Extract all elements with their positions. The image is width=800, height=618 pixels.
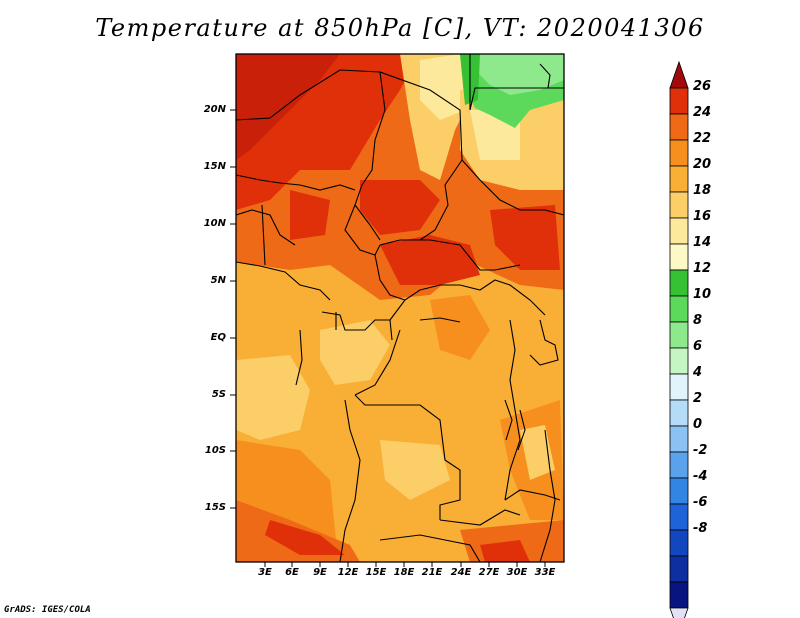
colorbar-segment bbox=[669, 87, 689, 115]
colorbar-label: 4 bbox=[693, 365, 703, 380]
lat-label: 10N bbox=[203, 218, 226, 229]
colorbar-segment bbox=[669, 165, 689, 193]
colorbar-segment bbox=[669, 243, 689, 271]
map-frame bbox=[235, 53, 565, 563]
colorbar-label: 14 bbox=[693, 235, 712, 250]
colorbar-segment bbox=[669, 529, 689, 557]
colorbar-label: 16 bbox=[693, 209, 712, 224]
colorbar-label: 0 bbox=[693, 417, 703, 432]
colorbar-segment bbox=[669, 555, 689, 583]
temperature-field bbox=[236, 54, 564, 562]
lat-label: 15S bbox=[204, 502, 226, 513]
lat-label: 15N bbox=[203, 161, 226, 172]
colorbar-label: 24 bbox=[693, 105, 712, 120]
colorbar-label: 2 bbox=[693, 391, 703, 406]
colorbar-segment bbox=[669, 347, 689, 375]
colorbar-label: 10 bbox=[693, 287, 712, 302]
axis-ticks bbox=[230, 109, 546, 567]
colorbar-segment bbox=[669, 295, 689, 323]
colorbar-label: -8 bbox=[693, 521, 708, 536]
colorbar-segment bbox=[669, 217, 689, 245]
colorbar-label: 12 bbox=[693, 261, 712, 276]
colorbar-cap-bottom bbox=[669, 607, 689, 618]
lon-label: 33E bbox=[534, 567, 556, 578]
lon-label: 9E bbox=[313, 567, 327, 578]
lon-label: 24E bbox=[450, 567, 472, 578]
colorbar-segment bbox=[669, 451, 689, 479]
colorbar-label: -4 bbox=[693, 469, 708, 484]
lat-label: 5S bbox=[211, 389, 226, 400]
lon-label: 3E bbox=[258, 567, 272, 578]
colorbar bbox=[669, 60, 689, 618]
colorbar-segment bbox=[669, 113, 689, 141]
colorbar-label: 22 bbox=[693, 131, 712, 146]
lon-label: 12E bbox=[337, 567, 359, 578]
lon-label: 15E bbox=[365, 567, 387, 578]
lat-label: 10S bbox=[204, 445, 226, 456]
colorbar-label: 26 bbox=[693, 79, 712, 94]
colorbar-segment bbox=[669, 321, 689, 349]
colorbar-label: 20 bbox=[693, 157, 712, 172]
colorbar-segment bbox=[669, 503, 689, 531]
lon-label: 27E bbox=[478, 567, 500, 578]
colorbar-label: 8 bbox=[693, 313, 703, 328]
colorbar-cap-top bbox=[669, 60, 689, 89]
credit-text: GrADS: IGES/COLA bbox=[4, 605, 91, 615]
lon-label: 6E bbox=[285, 567, 299, 578]
colorbar-label: 6 bbox=[693, 339, 703, 354]
lon-label: 21E bbox=[421, 567, 443, 578]
colorbar-segment bbox=[669, 191, 689, 219]
colorbar-segment bbox=[669, 373, 689, 401]
lat-label: EQ bbox=[210, 332, 226, 343]
colorbar-segment bbox=[669, 399, 689, 427]
lon-label: 30E bbox=[506, 567, 528, 578]
lat-label: 5N bbox=[210, 275, 226, 286]
colorbar-label: -2 bbox=[693, 443, 708, 458]
map-title: Temperature at 850hPa [C], VT: 202004130… bbox=[95, 14, 705, 42]
colorbar-segment bbox=[669, 477, 689, 505]
colorbar-segment bbox=[669, 139, 689, 167]
colorbar-label: -6 bbox=[693, 495, 708, 510]
colorbar-segment bbox=[669, 269, 689, 297]
colorbar-segment bbox=[669, 581, 689, 609]
lat-label: 20N bbox=[203, 104, 226, 115]
country-borders bbox=[236, 54, 564, 562]
colorbar-segment bbox=[669, 425, 689, 453]
lon-label: 18E bbox=[393, 567, 415, 578]
colorbar-label: 18 bbox=[693, 183, 712, 198]
